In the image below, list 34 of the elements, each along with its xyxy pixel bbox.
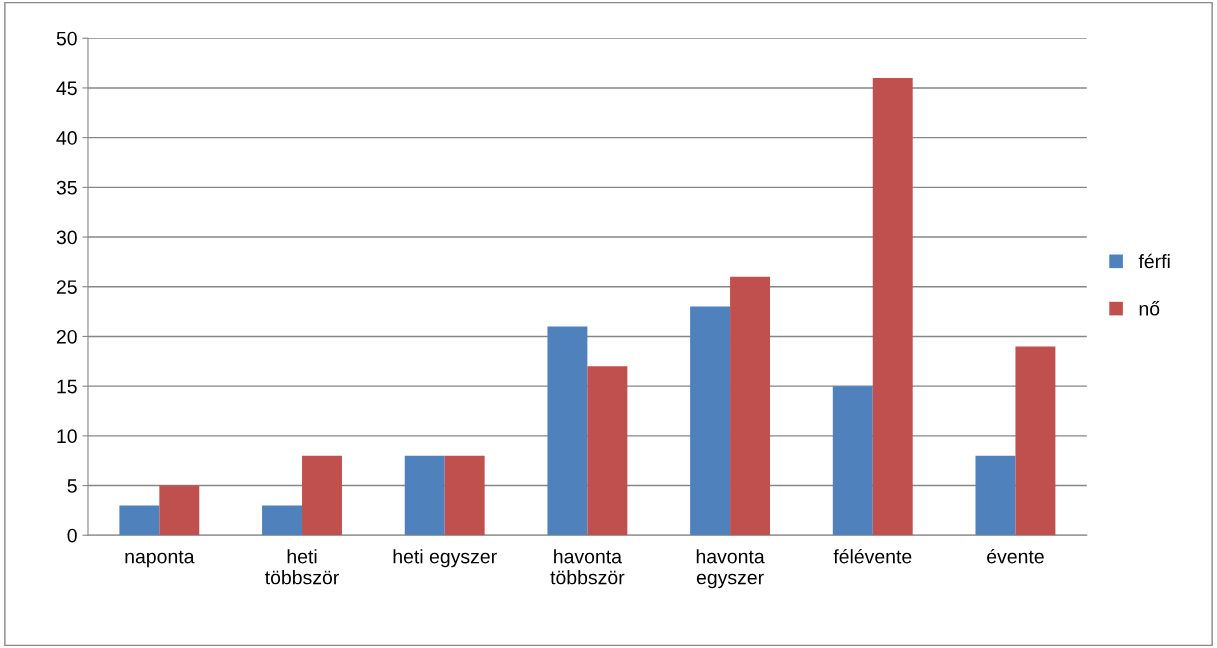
y-tick-label: 30 [56,230,77,245]
bar [159,485,200,536]
legend-label: nő [1139,301,1160,316]
bar [730,276,771,536]
bar [404,455,445,536]
y-tick-label: 15 [57,379,77,394]
bar [119,505,160,536]
bar [872,77,913,536]
bar [690,306,731,536]
y-tick-label: 35 [56,180,77,195]
x-tick-label: havonta többször [550,549,625,585]
y-tick-label: 10 [57,429,77,444]
legend-label: férfi [1138,253,1170,269]
bar [262,505,303,536]
x-tick-label: heti többször [265,549,339,585]
y-tick-label: 20 [56,329,77,344]
y-tick-label: 5 [67,479,77,493]
bar [975,455,1016,536]
y-tick-label: 0 [67,528,77,543]
y-tick-label: 40 [56,131,77,145]
x-tick-label: évente [987,548,1044,564]
x-tick-label: heti egyszer [393,549,497,568]
bar [302,455,342,536]
x-tick-label: naponta [125,550,195,568]
bar [587,366,628,536]
bar [832,386,873,536]
y-tick-label: 25 [56,280,77,294]
bar [1015,346,1056,536]
x-tick-label: havonta egyszer [696,549,765,589]
bar [547,326,588,536]
y-tick-label: 50 [56,31,77,46]
bar [444,455,485,536]
y-tick-label: 45 [56,81,77,96]
x-tick-label: félévente [833,548,912,564]
